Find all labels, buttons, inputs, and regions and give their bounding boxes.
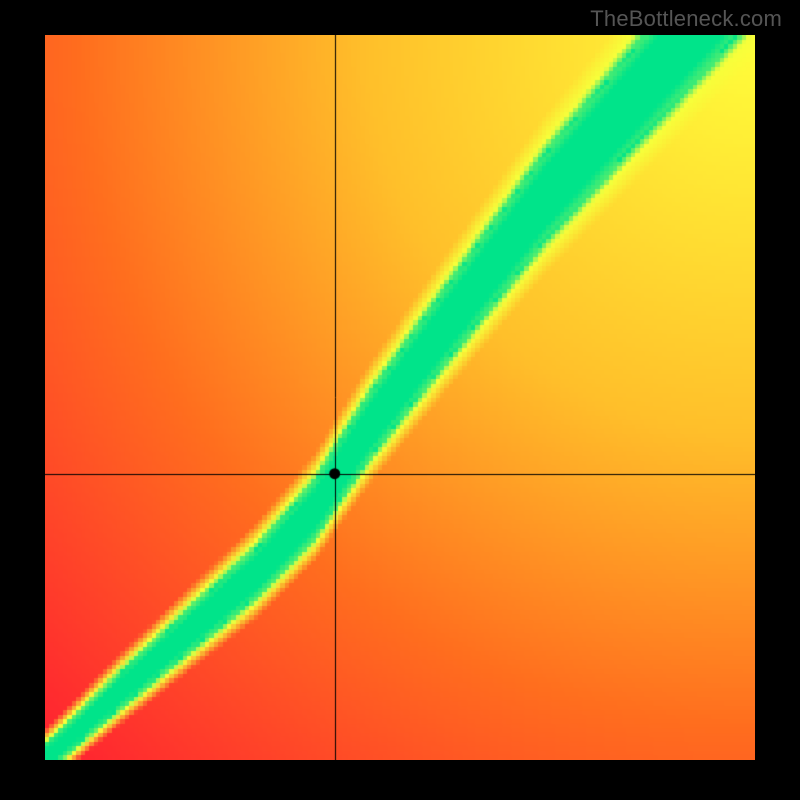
watermark-text: TheBottleneck.com bbox=[590, 6, 782, 32]
heatmap-canvas bbox=[45, 35, 755, 760]
chart-container: TheBottleneck.com bbox=[0, 0, 800, 800]
heatmap-plot bbox=[45, 35, 755, 760]
